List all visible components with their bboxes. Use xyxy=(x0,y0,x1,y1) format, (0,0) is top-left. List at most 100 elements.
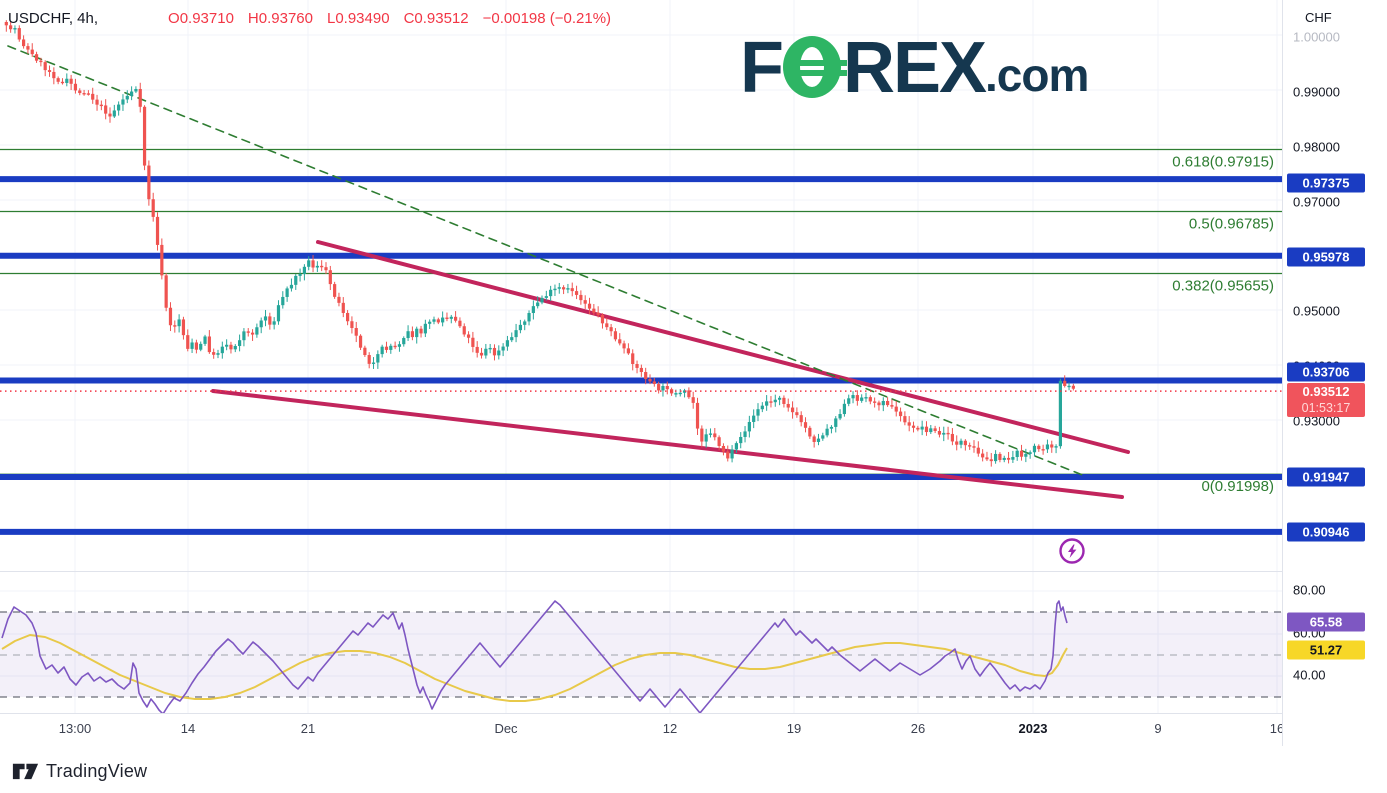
candle-body xyxy=(328,270,332,285)
candle-body xyxy=(726,451,730,459)
rsi-indicator-panel[interactable] xyxy=(0,571,1282,714)
candle-body xyxy=(458,320,462,327)
candle-body xyxy=(1054,446,1058,448)
candle-body xyxy=(492,347,497,356)
candle-body xyxy=(225,344,229,347)
candle-body xyxy=(1037,445,1041,450)
watermark-f: F xyxy=(740,28,784,108)
candle-body xyxy=(263,316,268,321)
main-price-panel[interactable]: 0.618(0.97915) 0.5(0.96785) 0.382(0.95655)… xyxy=(0,0,1282,571)
candle-body xyxy=(1015,450,1019,458)
watermark-rex: REX xyxy=(842,28,987,108)
price-level-badge: 0.91947 xyxy=(1287,467,1365,487)
candle-body xyxy=(773,399,777,403)
price-level-badge: 65.58 xyxy=(1287,612,1365,632)
candle-body xyxy=(527,313,531,322)
price-level-badge: 0.90946 xyxy=(1287,522,1365,542)
candle-body xyxy=(479,352,484,356)
candle-body xyxy=(117,104,121,111)
candle-body xyxy=(30,49,34,55)
candle-body xyxy=(4,22,8,26)
candle-body xyxy=(536,302,540,307)
candle-body xyxy=(868,397,872,402)
candle-body xyxy=(65,78,69,83)
candle-body xyxy=(1011,457,1015,460)
candle-body xyxy=(994,453,998,462)
candle-body xyxy=(164,275,168,308)
candle-body xyxy=(713,433,717,438)
candle-body xyxy=(657,384,661,391)
candle-body xyxy=(1019,450,1024,457)
candle-body xyxy=(613,331,618,340)
candle-body xyxy=(104,105,108,114)
candle-body xyxy=(799,415,803,423)
candle-body xyxy=(933,428,937,431)
symbol-title[interactable]: USDCHF, 4h, xyxy=(8,10,99,27)
candle-body xyxy=(579,294,583,301)
watermark-o-icon xyxy=(782,36,847,98)
price-axis[interactable]: CHF 1.00000 0.99000 0.98000 0.97000 0.95000 0… xyxy=(1282,0,1387,746)
candle-body xyxy=(26,46,30,50)
candle-body xyxy=(501,346,505,351)
time-tick-label: 2023 xyxy=(1018,721,1048,736)
candle-body xyxy=(721,445,726,452)
candle-body xyxy=(462,326,466,335)
candle-body xyxy=(864,397,868,399)
fib-level-label: 0.5(0.96785) xyxy=(1189,216,1274,233)
candle-body xyxy=(73,83,78,91)
candle-body xyxy=(121,99,125,105)
candle-body xyxy=(523,321,527,325)
candle-body xyxy=(635,364,639,368)
candle-body xyxy=(847,398,851,404)
candle-body xyxy=(402,338,406,345)
symbol-info-bar: USDCHF, 4h, O0.93710 H0.93760 L0.93490 C… xyxy=(8,10,611,27)
candle-body xyxy=(484,348,488,356)
time-tick-label: 19 xyxy=(786,721,802,736)
candle-body xyxy=(220,346,224,354)
candle-body xyxy=(1050,444,1054,448)
wedge-lower-trendline[interactable] xyxy=(211,389,1124,499)
candle-body xyxy=(52,71,56,79)
tradingview-glyph-icon xyxy=(12,763,39,780)
candle-body xyxy=(769,401,773,403)
candle-body xyxy=(289,284,294,289)
fib-level-label: 0.382(0.95655) xyxy=(1172,278,1274,295)
price-level-badge: 51.27 xyxy=(1287,640,1365,660)
candle-body xyxy=(311,260,315,268)
descending-dashed-trendline[interactable] xyxy=(7,45,1086,477)
price-level-badge: 0.95978 xyxy=(1287,247,1365,267)
candle-body xyxy=(194,342,198,350)
candle-body xyxy=(674,393,678,395)
candle-body xyxy=(786,403,790,408)
candlestick-chart[interactable]: 0.618(0.97915) 0.5(0.96785) 0.382(0.95655)… xyxy=(0,0,1282,571)
candle-body xyxy=(622,343,626,349)
candle-body xyxy=(86,93,90,95)
price-level-badge: 0.93706 xyxy=(1287,362,1365,382)
lightning-bolt-icon[interactable] xyxy=(1058,537,1086,565)
candle-body xyxy=(363,347,367,356)
wedge-upper-trendline[interactable] xyxy=(316,240,1130,454)
candle-body xyxy=(354,328,358,336)
tradingview-logo[interactable]: TradingView xyxy=(12,760,147,782)
candle-body xyxy=(99,104,103,107)
candle-body xyxy=(898,411,903,417)
candle-body xyxy=(756,409,760,416)
candle-body xyxy=(540,297,544,303)
candle-body xyxy=(661,386,665,391)
candle-body xyxy=(907,422,911,426)
forex-com-watermark-logo: F REX .com xyxy=(740,26,1089,108)
candle-body xyxy=(618,339,622,344)
candle-body xyxy=(454,316,458,321)
price-tick-label: 0.98000 xyxy=(1293,139,1340,155)
candle-body xyxy=(1041,449,1045,451)
candle-body xyxy=(108,113,112,117)
candle-body xyxy=(441,317,445,323)
candle-body xyxy=(497,350,501,356)
candle-body xyxy=(855,395,859,401)
time-tick-label: 16 xyxy=(1269,721,1285,736)
candle-body xyxy=(242,331,246,341)
candle-body xyxy=(466,334,471,338)
candle-body xyxy=(834,418,838,427)
time-axis[interactable]: 13:00 14 21 Dec 12 19 26 2023 9 16 xyxy=(0,713,1285,748)
